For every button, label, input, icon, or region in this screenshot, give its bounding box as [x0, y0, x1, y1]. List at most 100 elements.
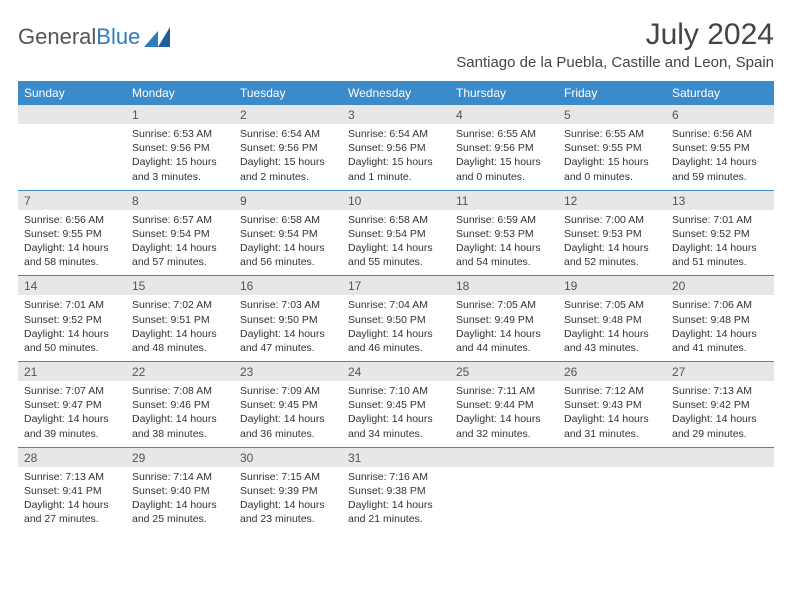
day-cell: Sunrise: 7:04 AMSunset: 9:50 PMDaylight:…	[342, 295, 450, 361]
day-cell	[666, 467, 774, 533]
weeks-container: 123456Sunrise: 6:53 AMSunset: 9:56 PMDay…	[18, 105, 774, 532]
day-line: Sunrise: 7:13 AM	[24, 470, 120, 484]
day-line: Daylight: 14 hours	[240, 241, 336, 255]
logo-text-2: Blue	[96, 24, 140, 50]
day-number: 29	[126, 448, 234, 467]
week-row: Sunrise: 6:56 AMSunset: 9:55 PMDaylight:…	[18, 210, 774, 277]
day-line: Sunrise: 6:59 AM	[456, 213, 552, 227]
logo-text-1: General	[18, 24, 96, 50]
day-line: Sunrise: 7:03 AM	[240, 298, 336, 312]
day-line: and 47 minutes.	[240, 341, 336, 355]
logo: GeneralBlue	[18, 18, 172, 50]
day-line: Sunrise: 6:58 AM	[240, 213, 336, 227]
day-cell: Sunrise: 7:16 AMSunset: 9:38 PMDaylight:…	[342, 467, 450, 533]
day-cell: Sunrise: 6:58 AMSunset: 9:54 PMDaylight:…	[234, 210, 342, 276]
day-number: 26	[558, 362, 666, 381]
day-cell: Sunrise: 7:05 AMSunset: 9:49 PMDaylight:…	[450, 295, 558, 361]
day-number	[18, 105, 126, 124]
day-line: and 58 minutes.	[24, 255, 120, 269]
title-block: July 2024 Santiago de la Puebla, Castill…	[456, 18, 774, 71]
day-line: Daylight: 14 hours	[672, 241, 768, 255]
day-line: Sunset: 9:52 PM	[672, 227, 768, 241]
day-line: Sunset: 9:39 PM	[240, 484, 336, 498]
day-line: Sunrise: 7:01 AM	[24, 298, 120, 312]
day-line: Sunset: 9:55 PM	[564, 141, 660, 155]
day-cell: Sunrise: 6:57 AMSunset: 9:54 PMDaylight:…	[126, 210, 234, 276]
day-line: Daylight: 14 hours	[24, 241, 120, 255]
day-line: and 27 minutes.	[24, 512, 120, 526]
day-line: and 0 minutes.	[564, 170, 660, 184]
day-number: 5	[558, 105, 666, 124]
day-line: Sunset: 9:49 PM	[456, 313, 552, 327]
day-line: and 52 minutes.	[564, 255, 660, 269]
daynum-row: 78910111213	[18, 191, 774, 210]
day-cell: Sunrise: 7:06 AMSunset: 9:48 PMDaylight:…	[666, 295, 774, 361]
daynum-row: 21222324252627	[18, 362, 774, 381]
day-number: 22	[126, 362, 234, 381]
day-cell: Sunrise: 7:14 AMSunset: 9:40 PMDaylight:…	[126, 467, 234, 533]
day-line: Daylight: 14 hours	[24, 498, 120, 512]
day-line: and 21 minutes.	[348, 512, 444, 526]
day-cell: Sunrise: 6:55 AMSunset: 9:55 PMDaylight:…	[558, 124, 666, 190]
day-line: and 46 minutes.	[348, 341, 444, 355]
day-line: Daylight: 14 hours	[456, 241, 552, 255]
day-line: Sunset: 9:46 PM	[132, 398, 228, 412]
day-line: Daylight: 14 hours	[564, 327, 660, 341]
day-line: Sunset: 9:50 PM	[240, 313, 336, 327]
day-number: 30	[234, 448, 342, 467]
day-number: 21	[18, 362, 126, 381]
day-line: Sunrise: 7:11 AM	[456, 384, 552, 398]
day-cell: Sunrise: 7:08 AMSunset: 9:46 PMDaylight:…	[126, 381, 234, 447]
day-line: Daylight: 14 hours	[24, 327, 120, 341]
week-row: Sunrise: 6:53 AMSunset: 9:56 PMDaylight:…	[18, 124, 774, 191]
day-header: Monday	[126, 81, 234, 105]
day-line: and 51 minutes.	[672, 255, 768, 269]
day-line: Sunrise: 7:08 AM	[132, 384, 228, 398]
day-cell	[450, 467, 558, 533]
day-line: Sunset: 9:56 PM	[132, 141, 228, 155]
day-line: Sunset: 9:48 PM	[672, 313, 768, 327]
day-line: Sunset: 9:45 PM	[240, 398, 336, 412]
day-line: Sunrise: 7:13 AM	[672, 384, 768, 398]
day-line: and 56 minutes.	[240, 255, 336, 269]
day-line: Daylight: 14 hours	[672, 155, 768, 169]
day-number: 13	[666, 191, 774, 210]
day-line: and 57 minutes.	[132, 255, 228, 269]
day-header: Saturday	[666, 81, 774, 105]
day-line: Sunset: 9:56 PM	[348, 141, 444, 155]
day-line: Daylight: 15 hours	[132, 155, 228, 169]
day-number: 7	[18, 191, 126, 210]
day-number: 16	[234, 276, 342, 295]
day-line: Sunset: 9:38 PM	[348, 484, 444, 498]
day-line: Daylight: 14 hours	[24, 412, 120, 426]
day-line: Sunrise: 7:14 AM	[132, 470, 228, 484]
day-number: 3	[342, 105, 450, 124]
day-line: Sunset: 9:55 PM	[24, 227, 120, 241]
day-number: 14	[18, 276, 126, 295]
day-line: Sunrise: 6:55 AM	[456, 127, 552, 141]
day-line: Sunrise: 7:16 AM	[348, 470, 444, 484]
day-number: 15	[126, 276, 234, 295]
calendar: SundayMondayTuesdayWednesdayThursdayFrid…	[18, 81, 774, 532]
day-cell: Sunrise: 7:02 AMSunset: 9:51 PMDaylight:…	[126, 295, 234, 361]
day-line: Sunset: 9:44 PM	[456, 398, 552, 412]
day-line: and 3 minutes.	[132, 170, 228, 184]
day-line: Daylight: 14 hours	[672, 327, 768, 341]
day-header: Friday	[558, 81, 666, 105]
day-line: Daylight: 14 hours	[240, 498, 336, 512]
day-line: and 0 minutes.	[456, 170, 552, 184]
day-line: Sunset: 9:50 PM	[348, 313, 444, 327]
day-line: and 50 minutes.	[24, 341, 120, 355]
day-line: Sunset: 9:56 PM	[240, 141, 336, 155]
day-cell: Sunrise: 7:12 AMSunset: 9:43 PMDaylight:…	[558, 381, 666, 447]
day-line: Daylight: 14 hours	[132, 498, 228, 512]
day-line: Sunset: 9:51 PM	[132, 313, 228, 327]
day-number: 27	[666, 362, 774, 381]
day-number: 8	[126, 191, 234, 210]
day-cell: Sunrise: 7:15 AMSunset: 9:39 PMDaylight:…	[234, 467, 342, 533]
location: Santiago de la Puebla, Castille and Leon…	[456, 54, 774, 71]
day-line: and 29 minutes.	[672, 427, 768, 441]
day-cell: Sunrise: 6:56 AMSunset: 9:55 PMDaylight:…	[666, 124, 774, 190]
day-number: 4	[450, 105, 558, 124]
day-cell: Sunrise: 7:10 AMSunset: 9:45 PMDaylight:…	[342, 381, 450, 447]
